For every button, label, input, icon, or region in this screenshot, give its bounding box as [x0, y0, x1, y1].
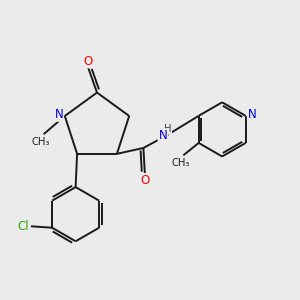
Text: CH₃: CH₃: [32, 137, 50, 148]
Text: O: O: [140, 174, 149, 187]
Text: H: H: [164, 124, 171, 134]
Text: CH₃: CH₃: [172, 158, 190, 168]
Text: O: O: [83, 55, 93, 68]
Text: N: N: [248, 108, 256, 121]
Text: N: N: [55, 108, 63, 121]
Text: Cl: Cl: [17, 220, 28, 233]
Text: N: N: [158, 129, 167, 142]
